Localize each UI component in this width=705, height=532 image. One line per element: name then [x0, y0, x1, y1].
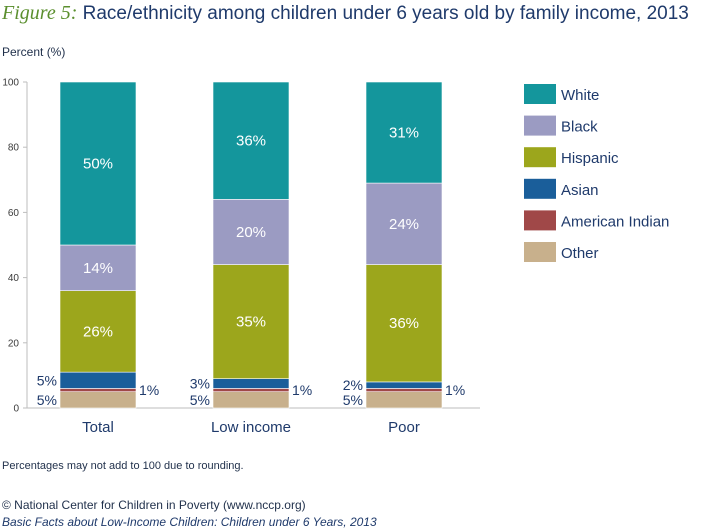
rounding-note: Percentages may not add to 100 due to ro… — [2, 460, 244, 472]
data-label: 26% — [83, 323, 113, 340]
bar-segment — [59, 81, 137, 246]
legend-swatch — [524, 84, 556, 104]
bar-segment — [365, 81, 443, 184]
bar-segment — [212, 378, 290, 389]
data-label: 1% — [445, 382, 465, 398]
bar-segment — [365, 388, 443, 393]
legend-swatch — [524, 147, 556, 168]
bar-segment — [365, 264, 443, 383]
figure-title: Race/ethnicity among children under 6 ye… — [82, 3, 689, 24]
data-label: 20% — [236, 224, 266, 241]
bar-segment — [212, 391, 290, 409]
y-tick-label: 20 — [8, 338, 20, 349]
bar-segment — [59, 371, 137, 389]
data-label: 5% — [343, 392, 363, 408]
data-label: 2% — [343, 377, 363, 393]
legend-swatch — [524, 210, 556, 231]
bar-segment — [365, 182, 443, 265]
data-label: 31% — [389, 125, 419, 142]
figure-label: Figure 5: — [2, 2, 78, 24]
legend-label: American Indian — [561, 213, 669, 230]
data-label: 3% — [190, 376, 210, 392]
data-label: 5% — [190, 392, 210, 408]
source-line: Basic Facts about Low-Income Children: C… — [2, 515, 377, 529]
legend-label: Black — [561, 119, 598, 136]
y-tick-label: 100 — [2, 78, 19, 89]
bar-segment — [212, 264, 290, 379]
data-label: 36% — [389, 315, 419, 332]
data-label: 24% — [389, 216, 419, 233]
chart-title: Figure 5: Race/ethnicity among children … — [2, 2, 689, 25]
legend-swatch — [524, 115, 556, 136]
category-label: Poor — [388, 419, 420, 436]
stacked-bar-chart: 0 20 40 60 80 100 5% 1% 5% 26% 14% 50% Total 5% 1% 3% 35… — [2, 78, 669, 437]
legend-label: Other — [561, 245, 599, 262]
legend-swatch — [524, 178, 556, 199]
bar-segment — [59, 244, 137, 291]
y-tick-label: 80 — [8, 143, 20, 154]
credit-line: © National Center for Children in Povert… — [2, 498, 306, 512]
y-axis-label: Percent (%) — [2, 45, 66, 59]
category-label: Low income — [211, 419, 291, 436]
data-label: 5% — [37, 392, 57, 408]
legend-label: Asian — [561, 182, 599, 199]
bar-segment — [365, 391, 443, 409]
data-label: 5% — [37, 372, 57, 388]
data-label: 35% — [236, 314, 266, 331]
y-tick-label: 40 — [8, 273, 20, 284]
data-label: 50% — [83, 156, 113, 173]
data-label: 14% — [83, 260, 113, 277]
y-tick-label: 60 — [8, 208, 20, 219]
bar-segment — [59, 388, 137, 393]
bar-segment — [212, 388, 290, 393]
data-label: 1% — [292, 382, 312, 398]
bar-segment — [59, 391, 137, 409]
category-label: Total — [82, 419, 114, 436]
data-label: 36% — [236, 133, 266, 150]
y-tick-label: 0 — [13, 404, 19, 415]
bar-segment — [212, 81, 290, 200]
data-label: 1% — [139, 382, 159, 398]
legend-label: White — [561, 87, 599, 104]
bar-segment — [212, 199, 290, 265]
legend-swatch — [524, 242, 556, 262]
legend-label: Hispanic — [561, 150, 619, 167]
bar-segment — [365, 381, 443, 389]
bar-segment — [59, 290, 137, 373]
